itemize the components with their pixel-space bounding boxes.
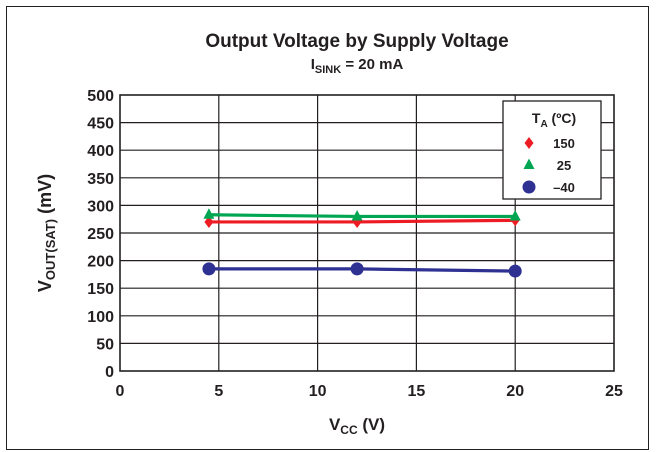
- data-point: [350, 262, 364, 276]
- y-tick-label: 300: [87, 198, 114, 215]
- y-tick-label: 150: [87, 281, 114, 298]
- plot-area: [119, 94, 615, 372]
- legend-marker: [524, 137, 534, 149]
- data-point: [509, 209, 521, 221]
- y-tick-label: 400: [87, 143, 114, 160]
- data-point: [351, 209, 363, 221]
- legend-marker: [522, 180, 536, 194]
- legend: TA (ºC) 150 25 –40: [502, 100, 602, 200]
- gridlines: [120, 95, 614, 371]
- x-tick-label: 25: [605, 383, 623, 400]
- series-triangle: [203, 208, 521, 221]
- y-tick-label: 0: [105, 364, 114, 381]
- x-tick-label: 5: [214, 383, 223, 400]
- chart-frame: Output Voltage by Supply Voltage ISINK =…: [6, 6, 649, 450]
- x-tick-labels: 0 5 10 15 20 25: [116, 383, 623, 400]
- legend-title: TA (ºC): [532, 110, 576, 130]
- chart-subtitle: ISINK = 20 mA: [311, 56, 404, 76]
- legend-marker: [523, 158, 535, 169]
- data-point: [508, 264, 522, 278]
- legend-box: [502, 100, 602, 200]
- y-tick-label: 100: [87, 309, 114, 326]
- data-point: [204, 215, 214, 228]
- series-line: [208, 218, 516, 224]
- y-tick-label: 200: [87, 254, 114, 271]
- y-tick-label: 250: [87, 226, 114, 243]
- series-circle: [202, 262, 522, 278]
- x-tick-label: 0: [116, 383, 125, 400]
- y-tick-label: 350: [87, 171, 114, 188]
- x-axis-label: VCC (V): [329, 415, 385, 437]
- data-point: [203, 208, 215, 219]
- legend-label: 150: [553, 136, 575, 151]
- data-point: [202, 262, 216, 276]
- output-voltage-chart: Output Voltage by Supply Voltage ISINK =…: [35, 31, 623, 437]
- x-tick-label: 20: [506, 383, 524, 400]
- chart-title: Output Voltage by Supply Voltage: [205, 31, 508, 52]
- series-line: [208, 213, 516, 219]
- legend-label: 25: [557, 158, 571, 173]
- y-tick-label: 500: [87, 88, 114, 105]
- y-axis-label: VOUT(SAT) (mV): [35, 174, 58, 292]
- legend-label: –40: [553, 180, 575, 195]
- y-tick-label: 50: [96, 336, 114, 353]
- x-tick-label: 10: [309, 383, 327, 400]
- y-tick-labels: 0 50 100 150 200 250 300 350 400 450 500: [87, 88, 114, 381]
- y-tick-label: 450: [87, 116, 114, 133]
- x-tick-label: 15: [408, 383, 426, 400]
- series-group: [202, 208, 522, 278]
